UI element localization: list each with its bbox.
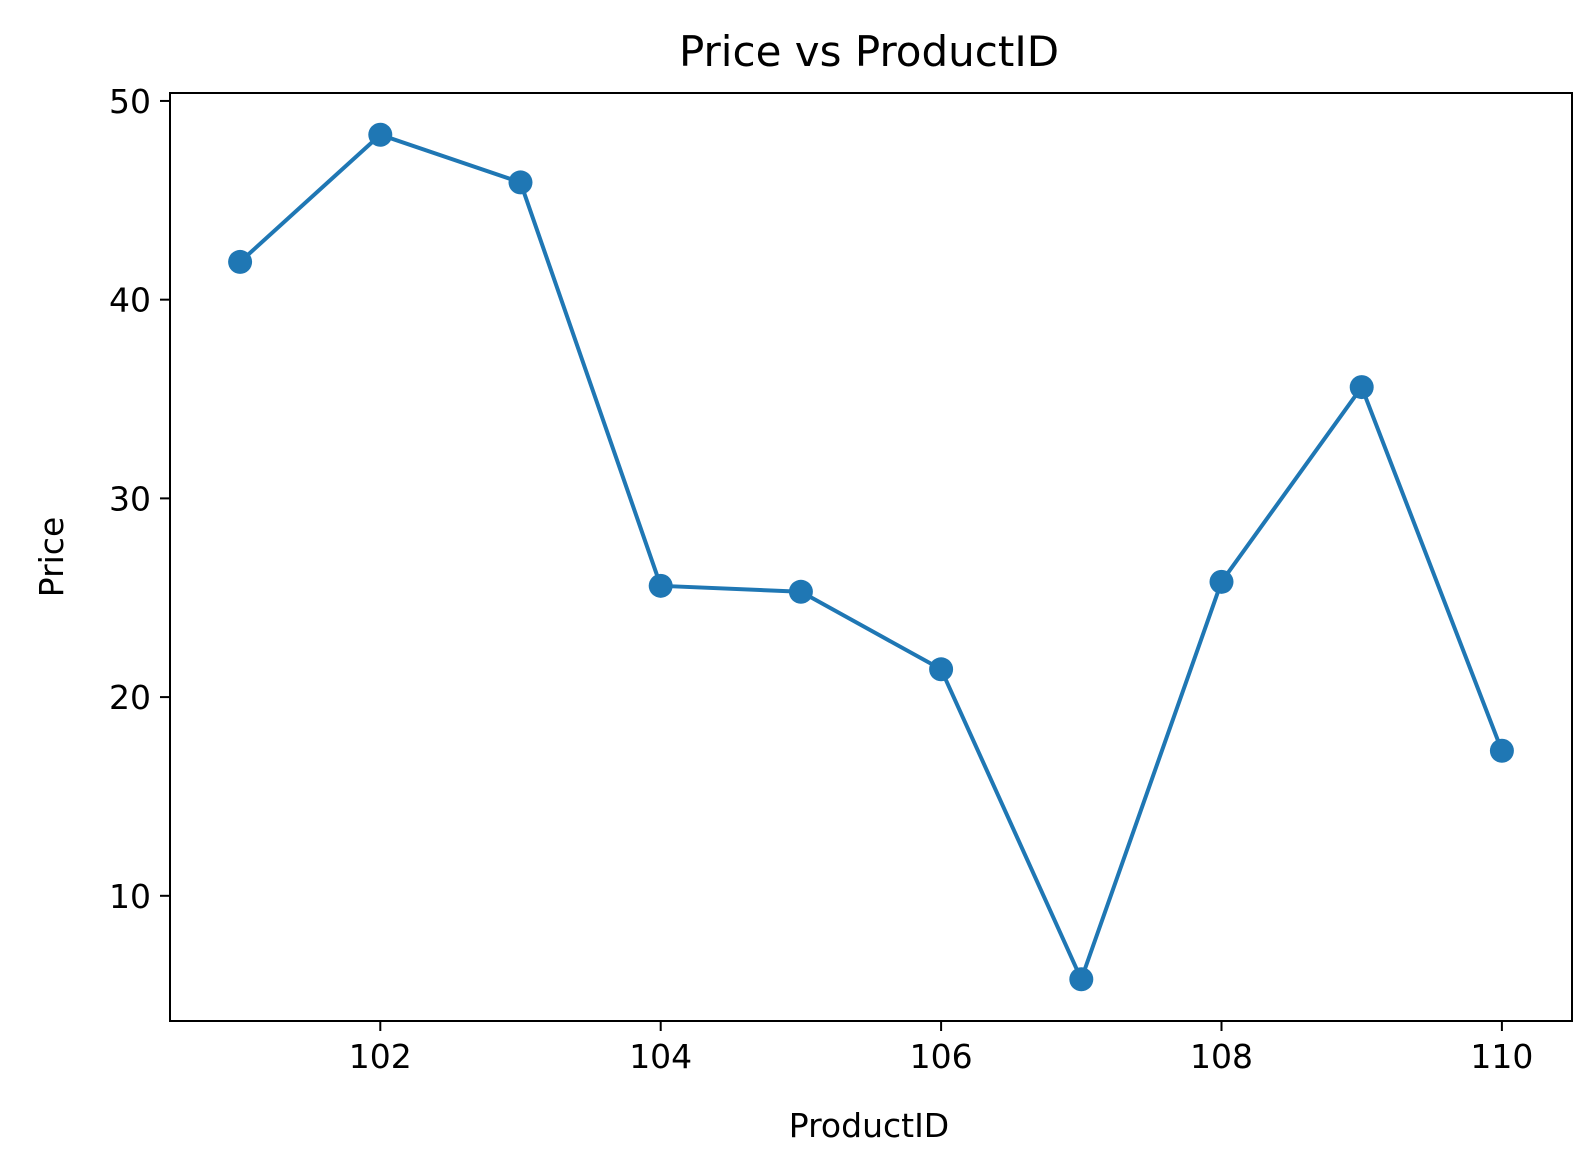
data-point	[228, 249, 253, 274]
y-tick-label: 40	[109, 281, 151, 320]
data-point	[1489, 738, 1514, 763]
data-point	[368, 122, 393, 147]
x-tick-label: 110	[1470, 1037, 1533, 1076]
chart-title: Price vs ProductID	[679, 27, 1059, 76]
series-line	[238, 132, 1504, 982]
x-tick-label: 108	[1190, 1037, 1253, 1076]
y-axis: 10 20 30 40 50	[109, 82, 170, 916]
x-tick-label: 102	[349, 1037, 412, 1076]
y-axis-label: Price	[32, 517, 71, 598]
data-point	[648, 573, 673, 598]
x-tick-label: 104	[629, 1037, 692, 1076]
axes-frame	[169, 92, 1573, 1022]
x-axis-label: ProductID	[789, 1106, 949, 1145]
y-tick-label: 50	[109, 82, 151, 121]
data-point	[1349, 375, 1374, 400]
data-point	[788, 579, 813, 604]
y-tick-label: 30	[109, 479, 151, 518]
y-tick-label: 10	[109, 877, 151, 916]
data-point	[929, 657, 954, 682]
x-tick-label: 106	[910, 1037, 973, 1076]
y-tick-label: 20	[109, 678, 151, 717]
data-point	[1209, 569, 1234, 594]
data-point	[1069, 967, 1094, 992]
x-axis: 102 104 106 108 110	[349, 1021, 1533, 1076]
data-point	[508, 170, 533, 195]
plot-area	[228, 122, 1514, 992]
